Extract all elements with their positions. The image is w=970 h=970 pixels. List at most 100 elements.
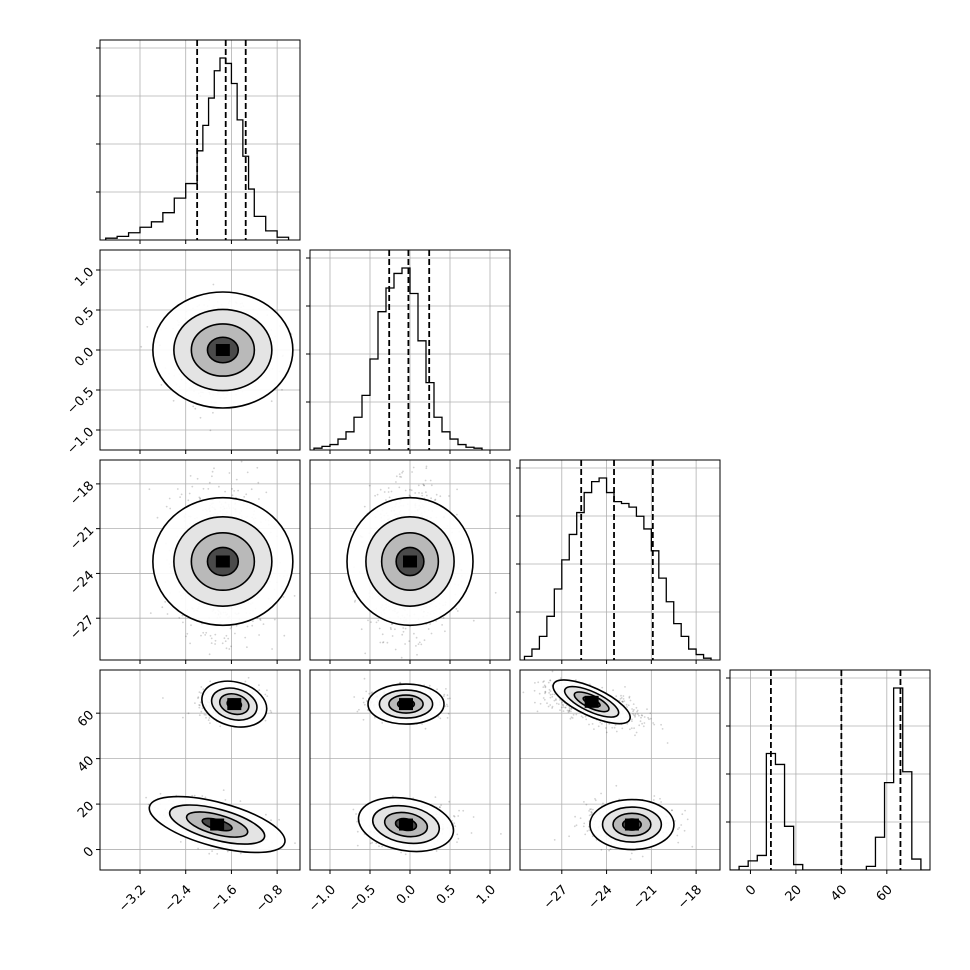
scatter-point bbox=[201, 707, 204, 710]
panel-frame bbox=[99, 459, 301, 661]
scatter-point bbox=[418, 492, 420, 494]
scatter-point bbox=[148, 488, 151, 491]
scatter-point bbox=[422, 665, 424, 667]
scatter-point bbox=[205, 714, 207, 716]
scatter-point bbox=[400, 656, 403, 659]
scatter-point bbox=[402, 470, 404, 473]
scatter-point bbox=[214, 643, 217, 645]
scatter-point bbox=[199, 664, 201, 666]
scatter-point bbox=[164, 601, 167, 603]
scatter-point bbox=[179, 496, 182, 498]
scatter-point bbox=[404, 643, 406, 645]
scatter-point bbox=[494, 591, 497, 594]
scatter-point bbox=[374, 494, 376, 497]
scatter-point bbox=[234, 632, 236, 635]
scatter-point bbox=[224, 490, 227, 493]
scatter-point bbox=[204, 796, 207, 799]
y-tick-label: 20 bbox=[75, 799, 97, 821]
scatter-point bbox=[199, 701, 202, 704]
scatter-panel-0-2: −27−24−21−18 bbox=[67, 459, 301, 666]
scatter-point bbox=[198, 691, 201, 694]
scatter-point bbox=[145, 796, 148, 799]
scatter-point bbox=[178, 616, 181, 619]
scatter-point bbox=[379, 641, 382, 644]
scatter-point bbox=[402, 627, 405, 629]
scatter-point bbox=[199, 498, 202, 500]
scatter-point bbox=[367, 619, 369, 622]
scatter-point bbox=[441, 624, 443, 626]
scatter-point bbox=[201, 795, 204, 797]
scatter-point bbox=[411, 666, 413, 668]
scatter-point bbox=[235, 624, 238, 627]
scatter-point bbox=[210, 642, 213, 644]
scatter-point bbox=[187, 499, 190, 502]
scatter-point bbox=[460, 664, 462, 666]
scatter-point bbox=[258, 684, 260, 686]
scatter-point bbox=[237, 489, 240, 492]
scatter-point bbox=[214, 633, 217, 636]
scatter-point bbox=[423, 639, 426, 642]
scatter-point bbox=[394, 648, 397, 651]
scatter-point bbox=[172, 399, 175, 402]
scatter-point bbox=[226, 850, 229, 853]
scatter-point bbox=[382, 641, 384, 644]
scatter-point bbox=[208, 481, 211, 484]
scatter-point bbox=[259, 619, 262, 621]
scatter-point bbox=[203, 713, 206, 716]
y-tick-label: 1.0 bbox=[72, 265, 97, 290]
scatter-point bbox=[166, 613, 169, 615]
scatter-point bbox=[273, 618, 276, 621]
scatter-point bbox=[207, 488, 210, 490]
scatter-point bbox=[246, 646, 248, 649]
density-peak-cell bbox=[215, 555, 230, 568]
y-tick-label: −18 bbox=[67, 479, 97, 509]
scatter-point bbox=[408, 640, 411, 642]
density-peak-cell bbox=[227, 698, 242, 711]
scatter-point bbox=[197, 696, 200, 699]
scatter-point bbox=[417, 643, 420, 645]
scatter-point bbox=[258, 634, 260, 636]
scatter-point bbox=[387, 487, 390, 489]
scatter-point bbox=[180, 493, 183, 496]
scatter-point bbox=[224, 640, 227, 643]
scatter-point bbox=[208, 653, 211, 656]
scatter-point bbox=[187, 712, 190, 715]
scatter-point bbox=[439, 495, 442, 498]
scatter-point bbox=[378, 627, 381, 630]
scatter-point bbox=[430, 632, 433, 635]
scatter-point bbox=[293, 595, 296, 597]
scatter-point bbox=[209, 680, 212, 683]
scatter-point bbox=[444, 630, 446, 633]
scatter-point bbox=[417, 484, 420, 487]
scatter-point bbox=[196, 477, 199, 480]
scatter-point bbox=[198, 704, 201, 706]
scatter-point bbox=[265, 491, 268, 494]
panel-content bbox=[310, 460, 510, 668]
scatter-point bbox=[294, 842, 296, 844]
scatter-point bbox=[235, 478, 238, 481]
scatter-point bbox=[245, 493, 248, 496]
scatter-point bbox=[370, 621, 372, 623]
scatter-point bbox=[199, 497, 202, 500]
scatter-point bbox=[149, 612, 152, 614]
scatter-point bbox=[415, 645, 417, 647]
scatter-point bbox=[270, 819, 272, 822]
density-peak-cell bbox=[403, 555, 417, 568]
scatter-point bbox=[197, 847, 200, 850]
scatter-point bbox=[401, 471, 403, 474]
scatter-point bbox=[398, 486, 401, 489]
scatter-point bbox=[270, 711, 273, 714]
scatter-panel-0-1: −1.0−0.50.00.51.0 bbox=[64, 249, 301, 458]
histogram-step-line bbox=[523, 477, 712, 660]
scatter-point bbox=[229, 627, 232, 630]
scatter-panel-1-3: −1.0 −0.5 0.0 0.5 1.0 bbox=[306, 669, 511, 915]
scatter-point bbox=[375, 621, 378, 624]
scatter-point bbox=[400, 476, 403, 478]
scatter-point bbox=[194, 702, 196, 704]
scatter-point bbox=[228, 472, 231, 474]
scatter-point bbox=[442, 617, 445, 619]
scatter-point bbox=[212, 283, 215, 286]
y-tick-label: 40 bbox=[75, 753, 97, 775]
scatter-point bbox=[205, 631, 208, 634]
